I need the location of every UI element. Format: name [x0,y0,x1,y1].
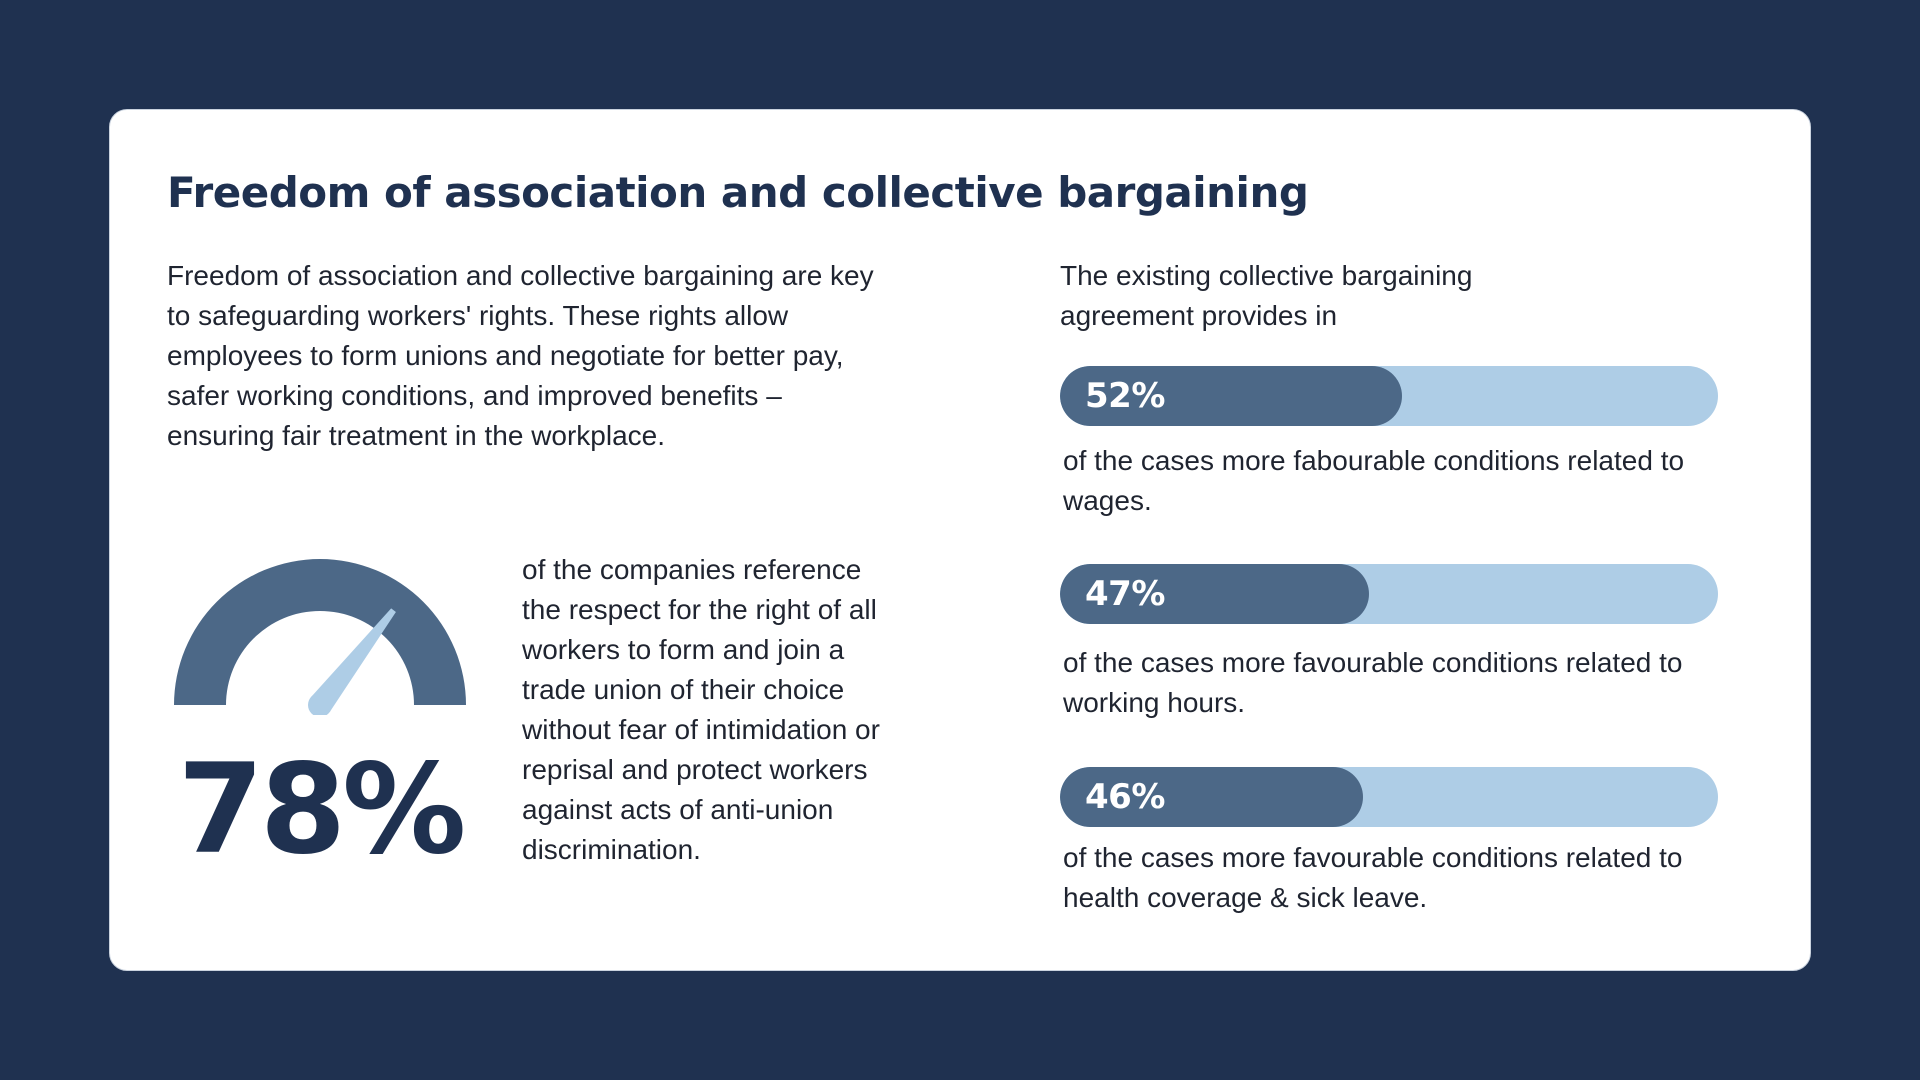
gauge-arc [174,559,466,705]
intro-paragraph: Freedom of association and collective ba… [167,260,874,451]
bar-track-wages: 52% [1060,366,1718,426]
page-title: Freedom of association and collective ba… [167,168,1309,217]
bar-track-health-coverage: 46% [1060,767,1718,827]
bar-value-label: 46% [1085,777,1165,817]
gauge-needle [308,608,396,715]
gauge-value: 78% [177,738,467,882]
gauge-caption: of the companies reference the respect f… [522,554,880,865]
gauge-needle-hub [308,693,332,715]
bar-caption-working-hours: of the cases more favourable conditions … [1063,647,1683,718]
gauge-needle-pointer [310,608,396,713]
bar-fill-working-hours [1060,564,1369,624]
gauge-chart [174,559,466,715]
bar-caption-health-coverage: of the cases more favourable conditions … [1063,842,1683,913]
bar-caption-wages: of the cases more fabourable conditions … [1063,445,1685,516]
bar-fill-wages [1060,366,1402,426]
bars-intro: The existing collective bargaining agree… [1060,260,1473,331]
bar-track-working-hours: 47% [1060,564,1718,624]
bar-value-label: 52% [1085,376,1165,416]
content-card [109,109,1811,971]
bar-value-label: 47% [1085,574,1165,614]
bar-fill-health-coverage [1060,767,1363,827]
